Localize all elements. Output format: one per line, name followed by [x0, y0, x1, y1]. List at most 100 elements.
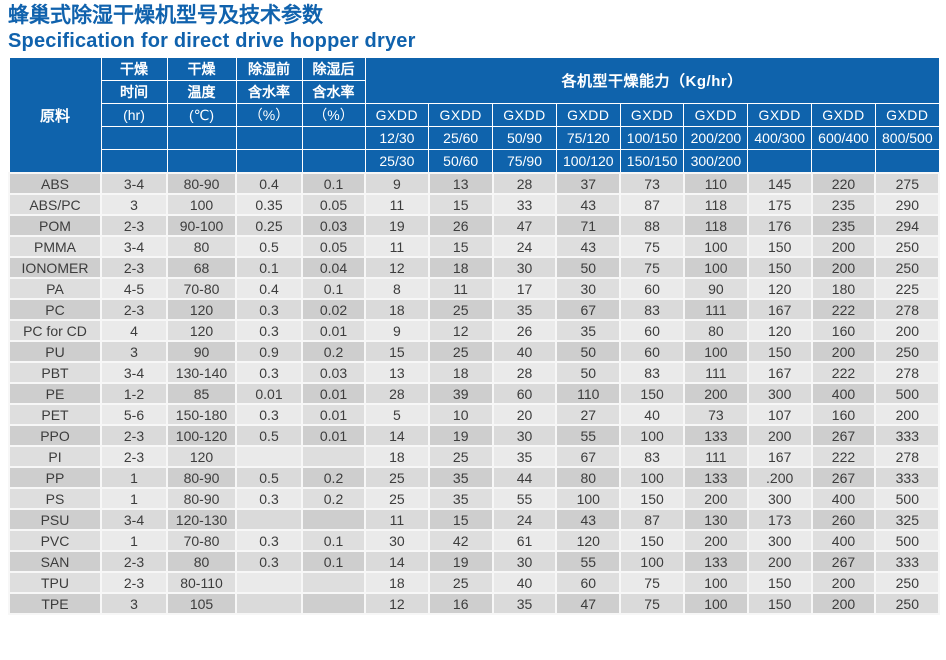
- capacity-cell: 267: [810, 424, 877, 447]
- capacity-cell: 25: [427, 298, 494, 321]
- capacity-cell: 43: [555, 235, 622, 258]
- drying-temp-cell: 90-100: [166, 214, 237, 237]
- capacity-cell: 118: [682, 214, 749, 237]
- capacity-cell: 100: [682, 340, 749, 363]
- capacity-cell: 28: [491, 361, 558, 384]
- capacity-cell: 18: [427, 256, 494, 279]
- param-header-line1: 干燥: [166, 57, 237, 81]
- capacity-cell: 15: [427, 193, 494, 216]
- capacity-cell: 60: [619, 340, 685, 363]
- moisture-after-cell: 0.1: [301, 172, 366, 195]
- drying-time-cell: 1: [100, 529, 168, 552]
- model-header: 50/60: [428, 149, 494, 174]
- capacity-cell: 12: [364, 256, 430, 279]
- capacity-cell: 100: [682, 571, 749, 594]
- moisture-before-cell: 0.01: [235, 382, 303, 405]
- capacity-cell: 250: [874, 592, 941, 615]
- moisture-before-cell: [235, 592, 303, 615]
- drying-time-cell: 3-4: [100, 508, 168, 531]
- capacity-cell: 26: [427, 214, 494, 237]
- capacity-cell: 133: [682, 550, 749, 573]
- capacity-cell: 333: [874, 424, 941, 447]
- moisture-after-cell: 0.1: [301, 277, 366, 300]
- drying-temp-cell: 80-90: [166, 487, 237, 510]
- drying-temp-cell: 68: [166, 256, 237, 279]
- capacity-cell: 150: [746, 235, 813, 258]
- capacity-cell: 133: [682, 466, 749, 489]
- capacity-cell: 25: [364, 487, 430, 510]
- capacity-cell: 30: [491, 424, 558, 447]
- moisture-after-cell: 0.2: [301, 340, 366, 363]
- empty-header-cell: [166, 126, 237, 150]
- capacity-cell: 200: [810, 340, 877, 363]
- capacity-cell: 278: [874, 298, 941, 321]
- capacity-cell: 160: [810, 319, 877, 342]
- capacity-cell: 500: [874, 382, 941, 405]
- moisture-after-cell: 0.2: [301, 487, 366, 510]
- capacity-cell: 19: [427, 550, 494, 573]
- capacity-cell: 100: [682, 256, 749, 279]
- capacity-cell: 43: [555, 193, 622, 216]
- capacity-cell: 235: [810, 193, 877, 216]
- material-cell: PS: [8, 487, 102, 510]
- table-row: PBT 3-4 130-140 0.3 0.03 13 18 28 50 83 111 167 222 2…: [8, 361, 941, 384]
- capacity-cell: 47: [555, 592, 622, 615]
- capacity-cell: 11: [364, 508, 430, 531]
- material-cell: PC: [8, 298, 102, 321]
- capacity-cell: 55: [555, 424, 622, 447]
- material-cell: PU: [8, 340, 102, 363]
- capacity-cell: 130: [682, 508, 749, 531]
- brand-header: GXDD: [555, 103, 621, 127]
- capacity-cell: 28: [491, 172, 558, 195]
- capacity-cell: 14: [364, 550, 430, 573]
- empty-header-cell: [100, 126, 168, 150]
- table-row: PC for CD 4 120 0.3 0.01 9 12 26 35 60 80 120 160 200: [8, 319, 941, 342]
- capacity-cell: 120: [746, 277, 813, 300]
- moisture-before-cell: 0.3: [235, 361, 303, 384]
- capacity-cell: 167: [746, 361, 813, 384]
- drying-time-cell: 2-3: [100, 256, 168, 279]
- capacity-cell: 222: [810, 445, 877, 468]
- moisture-before-cell: [235, 571, 303, 594]
- param-header-unit: (℃): [166, 103, 237, 127]
- drying-temp-cell: 80-90: [166, 172, 237, 195]
- empty-header-cell: [235, 126, 303, 150]
- capacity-cell: 120: [746, 319, 813, 342]
- capacity-cell: 200: [682, 382, 749, 405]
- capacity-cell: 55: [491, 487, 558, 510]
- moisture-before-cell: 0.25: [235, 214, 303, 237]
- capacity-cell: 11: [364, 193, 430, 216]
- page-title-en: Specification for direct drive hopper dr…: [8, 30, 416, 52]
- capacity-cell: 222: [810, 361, 877, 384]
- table-header-row: 12/30 25/60 50/90 75/120 100/150 200/200 400/3…: [9, 126, 940, 150]
- capacity-cell: 110: [682, 172, 749, 195]
- capacity-cell: 42: [427, 529, 494, 552]
- empty-header-cell: [235, 149, 303, 174]
- brand-header: GXDD: [683, 103, 749, 127]
- drying-temp-cell: 90: [166, 340, 237, 363]
- capacity-cell: 400: [810, 529, 877, 552]
- capacity-cell: 110: [555, 382, 622, 405]
- capacity-cell: 18: [427, 361, 494, 384]
- capacity-cell: 111: [682, 361, 749, 384]
- table-row: TPU 2-3 80-110 18 25 40 60 75 100 150 200 250: [8, 571, 941, 594]
- capacity-cell: 50: [555, 340, 622, 363]
- drying-temp-cell: 80: [166, 235, 237, 258]
- capacity-cell: 75: [619, 571, 685, 594]
- capacity-cell: 30: [555, 277, 622, 300]
- capacity-cell: .200: [746, 466, 813, 489]
- capacity-cell: 275: [874, 172, 941, 195]
- drying-temp-cell: 70-80: [166, 277, 237, 300]
- material-cell: PBT: [8, 361, 102, 384]
- capacity-cell: 200: [810, 571, 877, 594]
- capacity-cell: 145: [746, 172, 813, 195]
- material-cell: PA: [8, 277, 102, 300]
- drying-time-cell: 2-3: [100, 214, 168, 237]
- material-cell: PET: [8, 403, 102, 426]
- model-header: 100/120: [555, 149, 621, 174]
- capacity-cell: 11: [364, 235, 430, 258]
- moisture-before-cell: [235, 508, 303, 531]
- capacity-cell: 11: [427, 277, 494, 300]
- capacity-cell: 87: [619, 508, 685, 531]
- capacity-cell: 167: [746, 298, 813, 321]
